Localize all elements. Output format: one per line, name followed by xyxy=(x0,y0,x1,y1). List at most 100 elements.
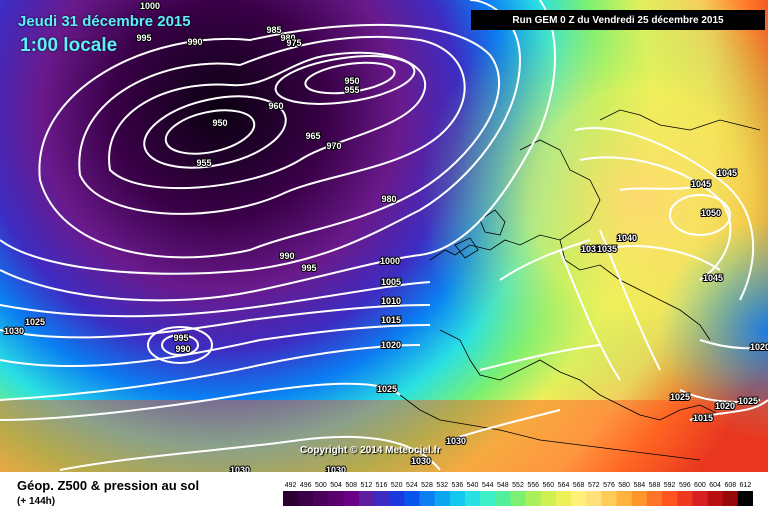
scale-tick-label: 560 xyxy=(542,482,554,489)
pressure-label: 1030 xyxy=(411,456,431,466)
scale-tick-label: 576 xyxy=(603,482,615,489)
scale-tick-label: 588 xyxy=(649,482,661,489)
scale-tick-label: 592 xyxy=(664,482,676,489)
scale-swatch xyxy=(737,491,753,506)
scale-swatch xyxy=(662,491,678,506)
pressure-label: 1045 xyxy=(717,168,737,178)
scale-swatch xyxy=(707,491,723,506)
scale-tick-label: 612 xyxy=(740,482,752,489)
pressure-label: 985 xyxy=(266,25,281,35)
pressure-label: 950 xyxy=(212,118,227,128)
scale-tick-label: 540 xyxy=(467,482,479,489)
forecast-time: 1:00 locale xyxy=(20,35,118,56)
scale-swatch xyxy=(601,491,617,506)
scale-tick-label: 524 xyxy=(406,482,418,489)
scale-swatch xyxy=(404,491,420,506)
scale-tick-label: 604 xyxy=(709,482,721,489)
scale-tick-label: 580 xyxy=(618,482,630,489)
pressure-label: 970 xyxy=(326,141,341,151)
scale-swatch xyxy=(540,491,557,506)
pressure-label: 1000 xyxy=(380,256,400,266)
scale-tick-label: 548 xyxy=(497,482,509,489)
pressure-label: 1005 xyxy=(381,277,401,287)
scale-swatch xyxy=(631,491,648,506)
scale-tick-label: 552 xyxy=(512,482,524,489)
scale-swatch xyxy=(571,491,587,506)
scale-swatch xyxy=(616,491,632,506)
pressure-label: 1030 xyxy=(326,465,346,472)
pressure-label: 960 xyxy=(268,101,283,111)
pressure-label: 990 xyxy=(279,251,294,261)
pressure-label: 1025 xyxy=(377,384,397,394)
pressure-label: 1040 xyxy=(617,233,637,243)
scale-swatch xyxy=(328,491,344,506)
scale-tick-label: 544 xyxy=(482,482,494,489)
scale-tick-label: 600 xyxy=(694,482,706,489)
scale-swatch xyxy=(677,491,693,506)
scale-swatch xyxy=(419,491,435,506)
isobars xyxy=(59,409,561,471)
pressure-label: 1030 xyxy=(4,326,24,336)
pressure-label: 965 xyxy=(305,131,320,141)
scale-swatch xyxy=(555,491,572,506)
scale-swatch xyxy=(586,491,602,506)
scale-tick-label: 532 xyxy=(436,482,448,489)
scale-tick-label: 504 xyxy=(330,482,342,489)
scale-tick-label: 528 xyxy=(421,482,433,489)
scale-tick-label: 536 xyxy=(452,482,464,489)
scale-swatch xyxy=(722,491,739,506)
scale-swatch xyxy=(389,491,405,506)
pressure-label: 1030 xyxy=(230,465,250,472)
forecast-date: Jeudi 31 décembre 2015 xyxy=(18,13,191,30)
pressure-label: 1015 xyxy=(693,413,713,423)
scale-tick-label: 512 xyxy=(361,482,373,489)
scale-swatch xyxy=(358,491,375,506)
scale-swatch xyxy=(525,491,542,506)
scale-swatch xyxy=(343,491,360,506)
scale-tick-label: 516 xyxy=(376,482,388,489)
coastlines xyxy=(399,109,761,461)
copyright-notice: Copyright © 2014 Meteociel.fr xyxy=(300,445,441,456)
pressure-label: 955 xyxy=(196,158,211,168)
pressure-labels: 1000 995 990 985 980 975 950 955 960 950… xyxy=(3,0,768,472)
pressure-label: 980 xyxy=(381,194,396,204)
scale-tick-label: 496 xyxy=(300,482,312,489)
pressure-label: 955 xyxy=(344,85,359,95)
pressure-label: 1025 xyxy=(738,396,758,406)
scale-tick-label: 520 xyxy=(391,482,403,489)
pressure-label: 1010 xyxy=(381,296,401,306)
scale-tick-label: 556 xyxy=(527,482,539,489)
forecast-lead-time: (+ 144h) xyxy=(17,496,56,507)
pressure-label: 1045 xyxy=(691,179,711,189)
pressure-label: 975 xyxy=(286,38,301,48)
pressure-label: 995 xyxy=(301,263,316,273)
pressure-label: 995 xyxy=(136,33,151,43)
scale-swatch xyxy=(313,491,329,506)
scale-swatch xyxy=(646,491,663,506)
scale-tick-label: 508 xyxy=(345,482,357,489)
pressure-label: 1000 xyxy=(140,1,160,11)
scale-swatch xyxy=(510,491,526,506)
pressure-label: 990 xyxy=(187,37,202,47)
scale-tick-label: 572 xyxy=(588,482,600,489)
pressure-label: 1050 xyxy=(701,208,721,218)
scale-tick-label: 608 xyxy=(724,482,736,489)
scale-swatch xyxy=(374,491,390,506)
eastern-trough xyxy=(0,0,768,472)
pressure-label: 1025 xyxy=(670,392,690,402)
scale-tick-label: 584 xyxy=(633,482,645,489)
pressure-label: 1020 xyxy=(381,340,401,350)
scale-swatch xyxy=(464,491,481,506)
pressure-label: 1045 xyxy=(703,273,723,283)
pressure-label: 980 xyxy=(280,33,295,43)
scale-swatch xyxy=(298,491,314,506)
pressure-label: 995 xyxy=(173,333,188,343)
pressure-label: 1020 xyxy=(715,401,735,411)
scale-tick-label: 568 xyxy=(573,482,585,489)
scale-swatch xyxy=(692,491,708,506)
pressure-label: 1020 xyxy=(750,342,768,352)
pressure-label: 950 xyxy=(344,76,359,86)
scale-tick-label: 596 xyxy=(679,482,691,489)
scale-swatch xyxy=(434,491,451,506)
